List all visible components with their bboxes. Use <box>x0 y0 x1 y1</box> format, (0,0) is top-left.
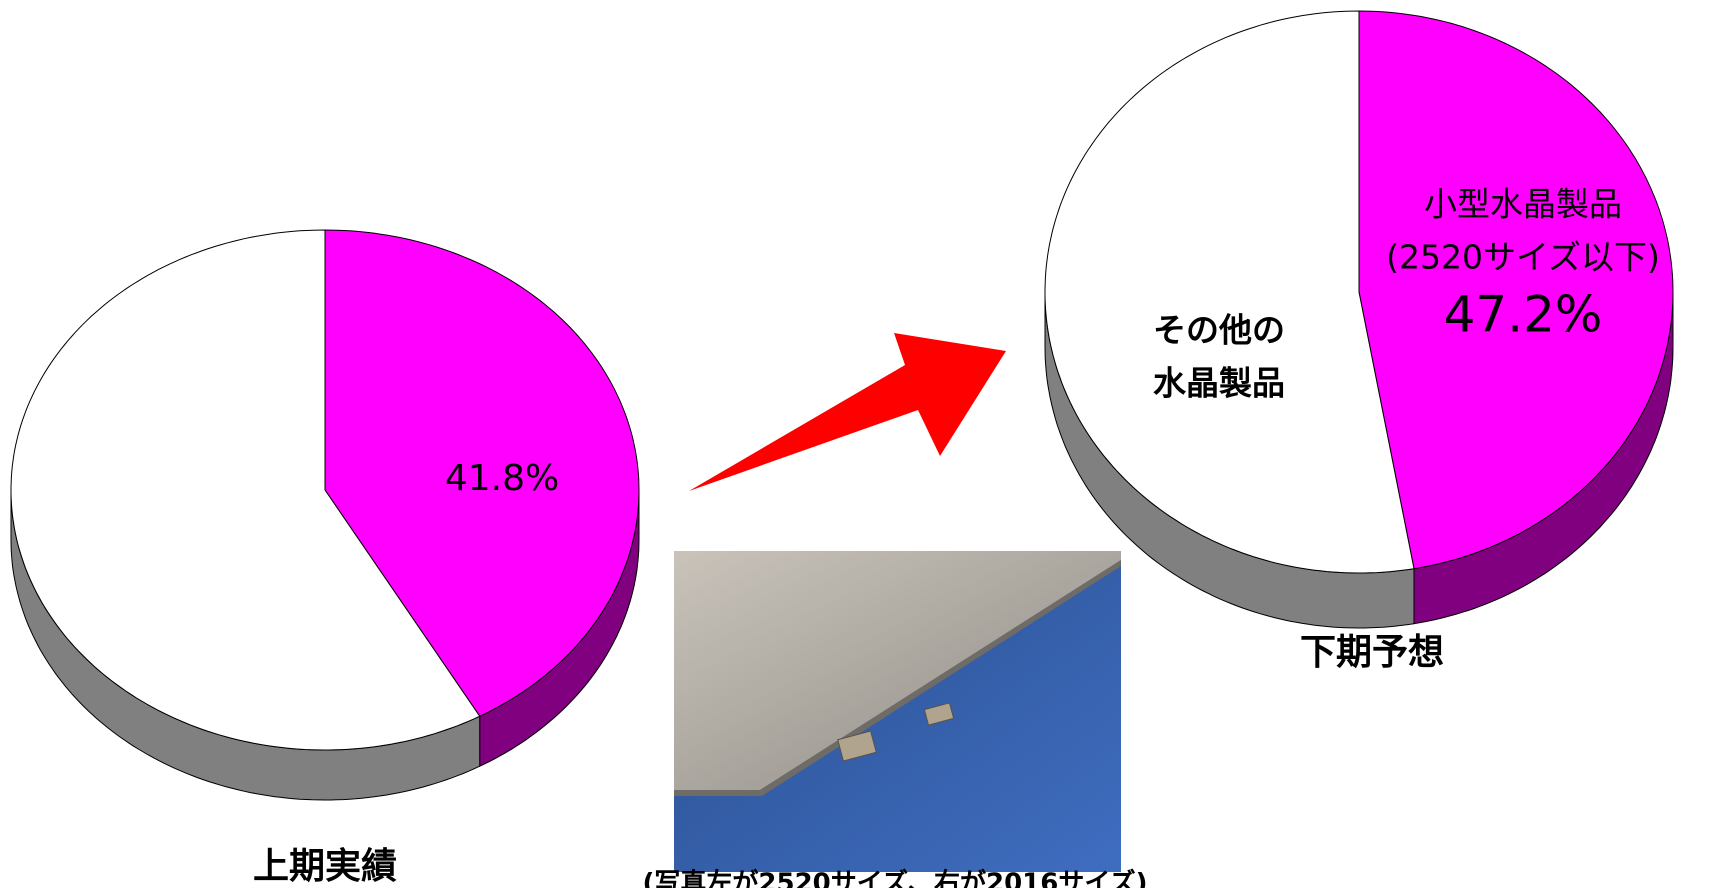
arrow <box>689 333 1006 491</box>
slice-label: 小型水晶製品(2520サイズ以下) <box>1386 184 1660 276</box>
pie-chart: 41.8% 上期実績 <box>10 229 640 887</box>
pie-slice <box>1358 10 1674 570</box>
value-label: 41.8% <box>445 458 559 499</box>
slice-label: その他の水晶製品 <box>1153 310 1285 402</box>
pie-chart: 小型水晶製品(2520サイズ以下) その他の水晶製品 47.2% 下期予想 <box>1044 10 1674 673</box>
pie-slice <box>10 229 481 751</box>
photo <box>674 551 1121 872</box>
pie-slice <box>324 229 640 717</box>
pie-title: 下期予想 <box>1300 632 1444 673</box>
value-label: 47.2% <box>1444 286 1603 344</box>
photo-caption: (写真左が2520サイズ、右が2016サイズ) <box>643 868 1148 888</box>
pie-title: 上期実績 <box>253 846 397 887</box>
pie-slice <box>1044 10 1415 574</box>
